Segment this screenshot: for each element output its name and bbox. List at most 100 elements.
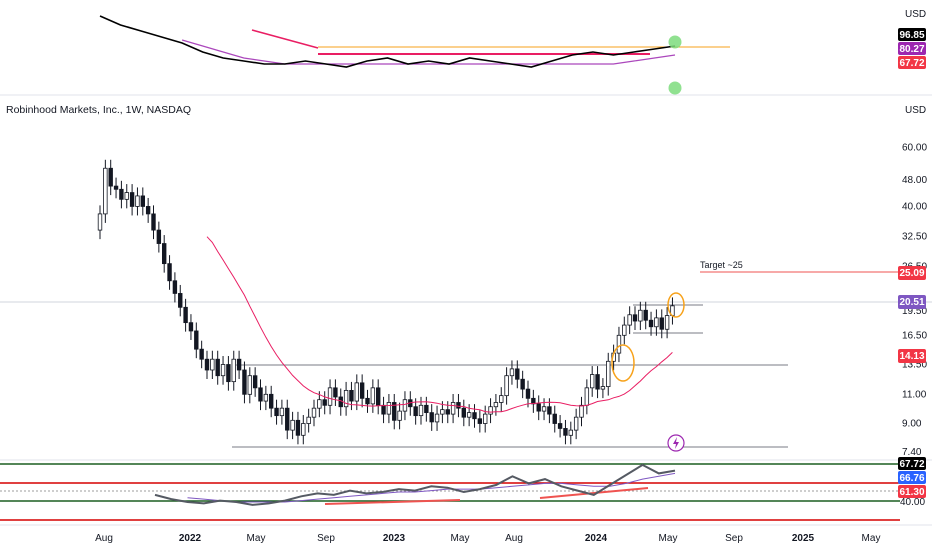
candle-down	[563, 428, 568, 436]
time-tick-11: May	[862, 533, 881, 544]
chart-title: Robinhood Markets, Inc., 1W, NASDAQ	[6, 104, 191, 116]
candle-down	[472, 412, 477, 420]
candle-up	[638, 309, 643, 322]
candle-down	[140, 195, 145, 207]
candle-down	[242, 369, 247, 395]
candle-down	[183, 306, 188, 324]
price-badge-ma-label: 14.13	[899, 351, 924, 362]
candle-up	[290, 419, 295, 431]
candle-down	[536, 403, 541, 412]
candle-up	[627, 314, 632, 326]
price-tick-3: 32.50	[902, 232, 927, 243]
green-dot-signal-upper	[668, 35, 682, 49]
lightning-icon[interactable]	[667, 434, 685, 452]
rsi-badge-3-label: 61.30	[899, 487, 924, 498]
candle-down	[365, 397, 370, 405]
top-badge-2-label: 80.27	[899, 44, 924, 55]
candle-up	[386, 402, 392, 415]
candle-up	[311, 407, 317, 418]
target-annotation: Target ~25	[700, 260, 743, 270]
candle-down	[151, 213, 156, 231]
candle-up	[263, 393, 269, 402]
time-tick-7: 2024	[585, 533, 608, 544]
rsi-badge-1-label: 67.72	[899, 459, 924, 470]
candle-down	[161, 243, 167, 265]
candle-up	[135, 195, 140, 207]
candle-up	[488, 406, 493, 415]
price-tick-10: 7.40	[902, 447, 922, 458]
candle-down	[129, 192, 135, 207]
rsi-trend-line-2	[539, 487, 649, 499]
candle-up	[247, 375, 252, 395]
candle-up	[606, 360, 611, 387]
time-tick-1: 2022	[179, 533, 202, 544]
candle-up	[584, 387, 590, 406]
candle-up	[450, 402, 456, 415]
candle-up	[327, 387, 333, 406]
candle-down	[429, 412, 434, 423]
rsi-tick-40: 40.00	[900, 497, 925, 508]
candle-down	[461, 407, 466, 418]
candle-up	[600, 386, 606, 390]
candle-up	[590, 374, 595, 389]
candle-up	[124, 192, 129, 200]
candle-down	[252, 375, 258, 389]
candle-down	[194, 330, 199, 350]
candle-down	[204, 358, 210, 371]
candle-up	[482, 413, 488, 424]
candle-up	[573, 416, 579, 431]
breakout-circle-1	[611, 344, 635, 382]
top-panel-ratio-line	[99, 15, 676, 68]
price-tick-1: 48.00	[902, 175, 927, 186]
green-dot-signal-lower	[668, 81, 682, 95]
candle-up	[343, 389, 349, 408]
candle-up	[466, 412, 472, 418]
breakout-circle-2	[667, 292, 685, 318]
price-tick-6: 16.50	[902, 330, 927, 341]
candle-down	[643, 309, 648, 321]
candle-down	[520, 378, 525, 390]
price-tick-8: 11.00	[902, 389, 927, 400]
candle-down	[392, 402, 397, 421]
price-tick-2: 40.00	[902, 201, 927, 212]
candle-up	[616, 334, 622, 354]
candle-down	[156, 229, 162, 244]
candle-up	[440, 409, 445, 415]
rsi-ma-line	[187, 472, 676, 503]
candle-up	[103, 167, 108, 215]
candle-down	[456, 402, 461, 409]
price-tick-0: 60.00	[902, 142, 927, 153]
candle-down	[258, 387, 263, 402]
time-tick-8: May	[659, 533, 678, 544]
candle-down	[552, 413, 557, 424]
time-tick-4: 2023	[383, 533, 406, 544]
time-tick-9: Sep	[725, 533, 743, 544]
candle-up	[279, 407, 285, 417]
time-tick-2: May	[247, 533, 266, 544]
candle-down	[515, 368, 520, 380]
price-badge-last-label: 20.51	[899, 297, 924, 308]
candle-down	[215, 358, 220, 377]
candle-down	[145, 206, 151, 215]
candle-up	[568, 429, 573, 436]
candle-up	[622, 324, 627, 336]
candle-down	[349, 389, 354, 402]
time-tick-0: Aug	[95, 533, 113, 544]
candle-down	[445, 409, 450, 415]
candle-down	[188, 322, 194, 332]
time-tick-10: 2025	[792, 533, 815, 544]
candle-up	[397, 410, 402, 421]
candle-up	[654, 317, 659, 328]
rsi-badge-1: 67.72	[898, 457, 926, 470]
time-axis: Aug 2022 May Sep 2023 May Aug 2024 May Sep 2025 May	[95, 533, 880, 544]
top-badge-1: 96.85	[898, 28, 926, 41]
top-badge-3: 67.72	[898, 56, 926, 69]
candle-down	[199, 348, 204, 360]
candle-up	[664, 315, 670, 330]
top-badge-3-label: 67.72	[899, 58, 924, 69]
candle-down	[236, 358, 242, 371]
rsi-panel: 40.00 67.72 66.76 61.30	[0, 457, 926, 521]
price-tick-7: 13.50	[902, 360, 927, 371]
candle-up	[306, 416, 311, 424]
